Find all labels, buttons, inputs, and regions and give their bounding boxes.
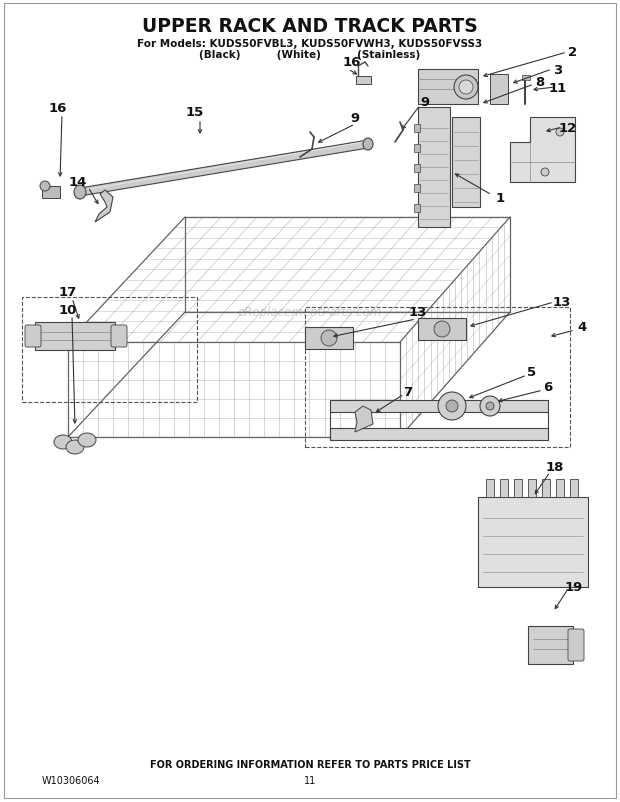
Text: 14: 14 [69,176,87,189]
Text: (Black)          (White)          (Stainless): (Black) (White) (Stainless) [200,50,420,60]
Text: 6: 6 [543,381,552,394]
Text: 3: 3 [554,63,562,76]
Circle shape [446,400,458,412]
Bar [528,480,536,497]
Bar [490,75,508,105]
Text: 7: 7 [404,386,412,399]
Text: 5: 5 [528,366,536,379]
Circle shape [454,76,478,100]
Bar [414,164,420,172]
Bar [570,480,578,497]
FancyBboxPatch shape [111,326,127,347]
Text: FOR ORDERING INFORMATION REFER TO PARTS PRICE LIST: FOR ORDERING INFORMATION REFER TO PARTS … [149,759,471,769]
Bar [542,480,550,497]
Bar [418,318,466,341]
Text: UPPER RACK AND TRACK PARTS: UPPER RACK AND TRACK PARTS [142,18,478,36]
Circle shape [459,81,473,95]
Polygon shape [95,191,113,223]
Bar [452,118,480,208]
Bar [414,125,420,133]
Text: 11: 11 [304,775,316,785]
Ellipse shape [363,139,373,151]
Circle shape [434,322,450,338]
Text: 17: 17 [59,286,77,299]
Circle shape [486,403,494,411]
Bar [418,107,450,228]
Text: 9: 9 [420,96,430,109]
Text: 16: 16 [49,101,67,115]
Bar [330,428,548,440]
Text: 12: 12 [559,121,577,134]
Text: 11: 11 [549,81,567,95]
Text: 19: 19 [565,581,583,593]
Polygon shape [355,407,373,432]
Bar [418,70,478,105]
Text: 16: 16 [343,56,361,70]
Bar [414,205,420,213]
Text: eReplacementParts.com: eReplacementParts.com [238,306,382,319]
Circle shape [556,129,564,137]
Bar [556,480,564,497]
FancyBboxPatch shape [25,326,41,347]
Bar [356,77,371,85]
Circle shape [40,182,50,192]
Circle shape [541,168,549,176]
Circle shape [480,396,500,416]
Bar [414,145,420,153]
Bar [414,184,420,192]
Bar [486,480,494,497]
Bar [478,497,588,587]
Bar [305,327,353,350]
Text: 9: 9 [350,111,360,124]
Text: 10: 10 [59,304,77,317]
Text: 15: 15 [186,107,204,119]
Polygon shape [80,141,368,196]
Text: 1: 1 [495,191,505,205]
Bar [35,322,115,350]
Ellipse shape [66,440,84,455]
Bar [305,308,570,448]
Text: 4: 4 [577,321,587,334]
Bar [42,187,60,199]
Text: W10306064: W10306064 [42,775,100,785]
Text: For Models: KUDS50FVBL3, KUDS50FVWH3, KUDS50FVSS3: For Models: KUDS50FVBL3, KUDS50FVWH3, KU… [138,39,482,49]
Bar [500,480,508,497]
Ellipse shape [78,433,96,448]
Text: 13: 13 [409,306,427,319]
Bar [522,76,530,81]
Bar [528,626,573,664]
Bar [22,298,197,403]
Ellipse shape [54,435,72,449]
Bar [514,480,522,497]
Bar [330,400,548,412]
Circle shape [321,330,337,346]
FancyBboxPatch shape [568,630,584,661]
Polygon shape [510,118,575,183]
Text: 13: 13 [553,296,571,309]
Text: 2: 2 [569,47,578,59]
Text: 8: 8 [536,76,544,89]
Circle shape [438,392,466,420]
Ellipse shape [74,186,86,200]
Text: 18: 18 [546,461,564,474]
